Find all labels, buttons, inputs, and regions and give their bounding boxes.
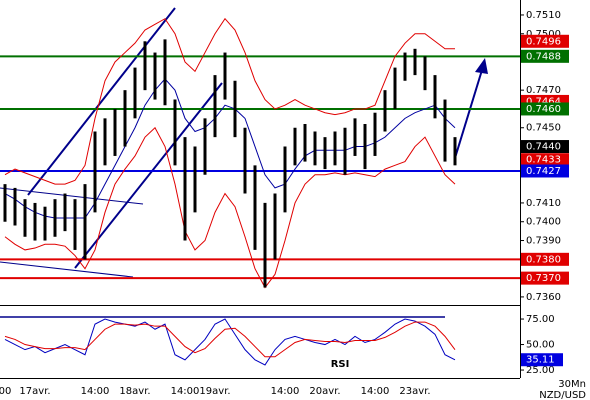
y-tick-label: 0.7410 <box>526 198 561 209</box>
y-tick-label: 75.00 <box>526 314 555 325</box>
level-box <box>521 271 569 285</box>
value-box <box>521 353 563 367</box>
level-label: 0.7460 <box>526 104 561 115</box>
y-tick-label: 0.7450 <box>526 123 561 134</box>
rsi-line <box>4 321 456 358</box>
level-box <box>521 153 569 167</box>
arrow-head <box>475 58 488 74</box>
x-tick-label: 14:00 <box>271 386 300 397</box>
y-tick-label: 0.7400 <box>526 217 561 228</box>
level-label: 0.7488 <box>526 51 561 62</box>
x-tick-label: 00 <box>0 386 11 397</box>
y-tick-label: 0.7500 <box>526 29 561 40</box>
level-box <box>521 164 569 178</box>
symbol: NZD/USD <box>539 390 586 400</box>
level-box <box>521 140 569 154</box>
y-tick-label: 0.7510 <box>526 10 561 21</box>
value-label: 35.11 <box>526 355 555 366</box>
level-label: 0.7380 <box>526 254 561 265</box>
level-box <box>521 49 569 63</box>
level-box <box>521 252 569 266</box>
x-tick-label: 14:00 <box>81 386 110 397</box>
arrow <box>454 69 483 159</box>
level-label: 0.7440 <box>526 142 561 153</box>
y-tick-label: 0.7360 <box>526 292 561 303</box>
level-label: 0.7496 <box>526 36 561 47</box>
y-tick-label: 25.00 <box>526 365 555 376</box>
level-label: 0.7464 <box>526 96 561 107</box>
x-tick-label: 14:00 <box>361 386 390 397</box>
rsi-title: RSI <box>331 359 350 370</box>
y-tick-label: 50.00 <box>526 340 555 351</box>
level-box <box>521 102 569 116</box>
overlay-line <box>4 78 456 219</box>
level-label: 0.7433 <box>526 155 561 166</box>
trend-line <box>0 261 134 278</box>
overlay-line <box>4 126 456 289</box>
y-tick-label: 0.7390 <box>526 236 561 247</box>
level-label: 0.7370 <box>526 273 561 284</box>
rsi-line <box>4 318 456 366</box>
x-tick-label: 23avr. <box>399 386 430 397</box>
x-tick-label: 20avr. <box>309 386 340 397</box>
x-tick-label: 17avr. <box>19 386 50 397</box>
overlay-line <box>4 17 455 185</box>
x-tick-label: 19avr. <box>199 386 230 397</box>
y-tick-label: 0.7470 <box>526 85 561 96</box>
trend-line <box>0 187 144 205</box>
channel-line <box>74 82 223 269</box>
timeframe: 30Mn <box>558 379 586 390</box>
level-box <box>521 34 569 48</box>
channel-line <box>27 7 176 196</box>
x-tick-label: 14:00 <box>171 386 200 397</box>
x-tick-label: 18avr. <box>119 386 150 397</box>
level-label: 0.7427 <box>526 166 561 177</box>
trend-lines <box>0 7 483 278</box>
